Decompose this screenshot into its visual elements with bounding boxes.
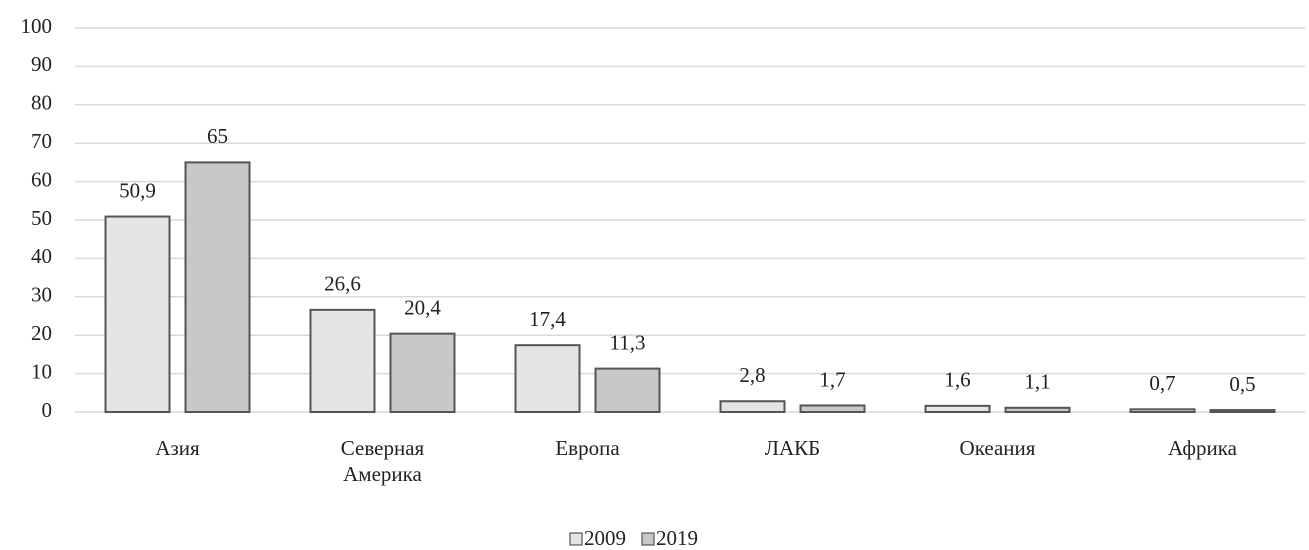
bar [389,332,456,413]
x-tick-label: Африка [1168,436,1237,460]
y-tick-label: 60 [31,167,52,191]
y-tick-label: 80 [31,91,52,115]
legend-label: 2009 [584,526,626,550]
bar [1209,409,1276,413]
bar [104,215,171,413]
y-tick-label: 100 [21,14,53,38]
x-tick-label: ЛАКБ [764,436,821,460]
x-tick-label: Европа [555,436,620,460]
bar [799,404,866,413]
bar [1129,408,1196,414]
data-label: 1,6 [944,368,970,392]
data-label: 11,3 [610,330,646,354]
data-label: 0,5 [1229,372,1255,396]
bar [719,400,786,413]
bar [514,344,581,413]
data-label: 17,4 [529,307,566,331]
legend-swatch [569,532,583,546]
y-tick-label: 40 [31,244,52,268]
bar [309,308,376,413]
bar [594,367,661,413]
y-tick-label: 30 [31,283,52,307]
x-tick-label: Северная Америка [340,436,425,486]
data-label: 50,9 [119,178,156,202]
data-label: 65 [207,124,228,148]
x-tick-label: Азия [155,436,200,460]
data-label: 2,8 [739,363,765,387]
y-tick-label: 10 [31,359,52,383]
y-tick-label: 0 [42,398,53,422]
legend-label: 2019 [656,526,698,550]
y-tick-label: 90 [31,52,52,76]
y-tick-label: 20 [31,321,52,345]
bar [1004,406,1071,414]
x-tick-label: Океания [959,436,1036,460]
data-label: 1,1 [1024,370,1050,394]
data-label: 20,4 [404,295,441,319]
data-label: 0,7 [1149,371,1175,395]
data-label: 1,7 [819,367,845,391]
legend-swatch [641,532,655,546]
data-label: 26,6 [324,272,361,296]
y-tick-label: 50 [31,206,52,230]
bar [184,161,251,413]
bar [924,404,991,413]
y-tick-label: 70 [31,129,52,153]
